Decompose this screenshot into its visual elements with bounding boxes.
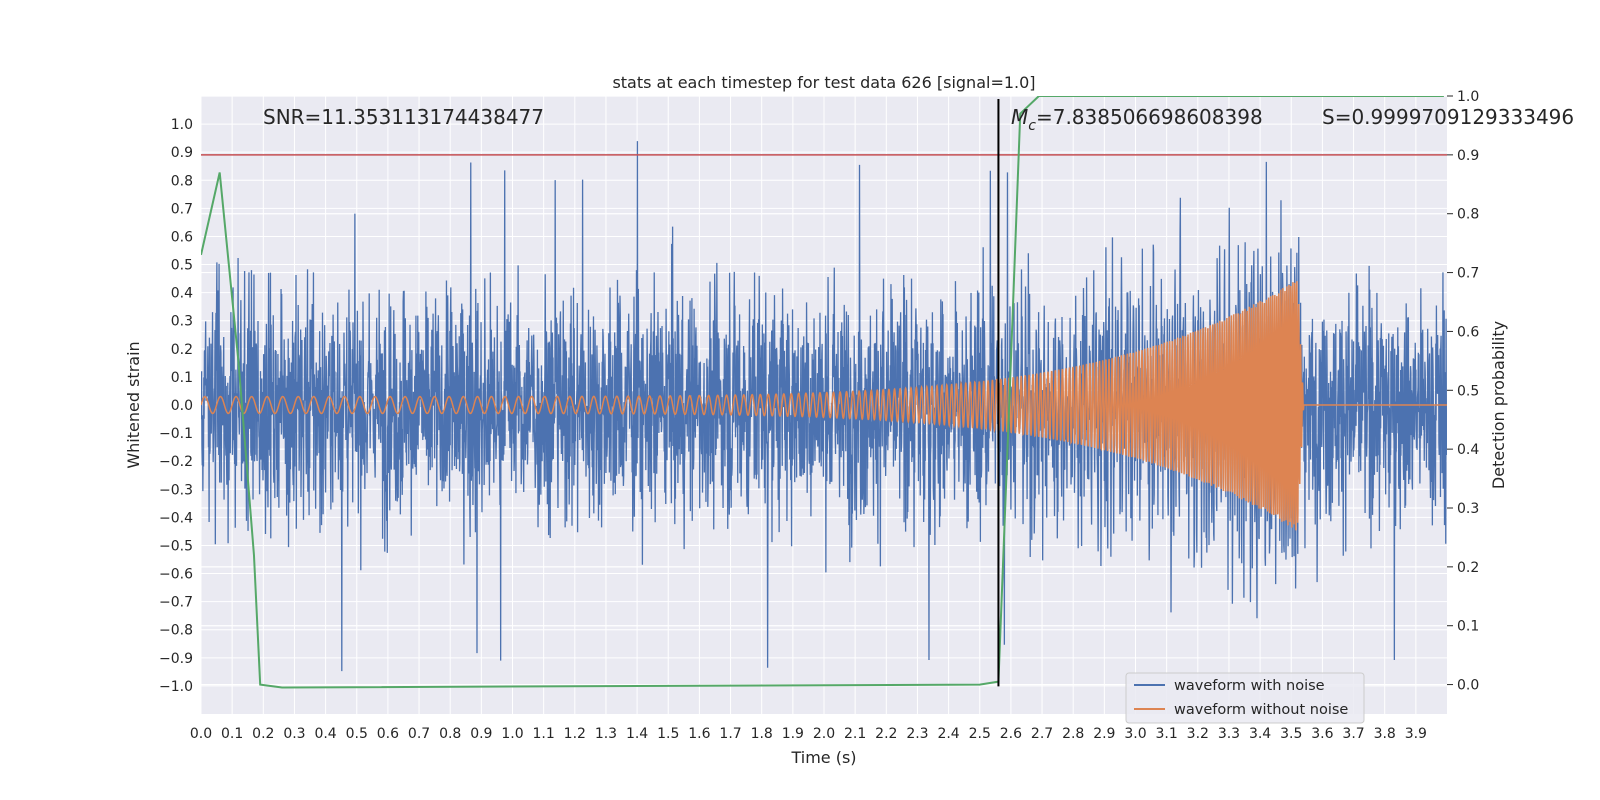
y-tick-label: −0.8 [159, 623, 193, 639]
y2-axis-label: Detection probability [1489, 321, 1508, 489]
x-tick-label: 3.4 [1249, 726, 1271, 742]
y-tick-label: 1.0 [171, 117, 193, 133]
x-tick-label: 0.0 [190, 726, 212, 742]
y-tick-label: 0.1 [171, 370, 193, 386]
y-tick-label: −0.7 [159, 595, 193, 611]
y2-tick-label: 0.8 [1457, 207, 1479, 223]
series-layer [201, 96, 1447, 689]
x-tick-label: 3.8 [1374, 726, 1396, 742]
x-tick-label: 3.5 [1280, 726, 1302, 742]
y-tick-label: 0.5 [171, 258, 193, 274]
x-tick-label: 1.2 [564, 726, 586, 742]
x-tick-label: 0.4 [314, 726, 336, 742]
x-tick-label: 1.7 [719, 726, 741, 742]
y-tick-label: −1.0 [159, 679, 193, 695]
y2-tick-label: 0.4 [1457, 442, 1479, 458]
y-tick-label: 0.3 [171, 314, 193, 330]
y-tick-label: 0.6 [171, 229, 193, 245]
y-tick-label: 0.0 [171, 398, 193, 414]
y-tick-label: 0.4 [171, 286, 193, 302]
chart-title: stats at each timestep for test data 626… [612, 73, 1035, 92]
x-tick-label: 0.2 [252, 726, 274, 742]
x-tick-label: 3.0 [1124, 726, 1146, 742]
x-axis-label: Time (s) [790, 748, 856, 767]
x-tick-label: 3.9 [1405, 726, 1427, 742]
x-tick-label: 2.1 [844, 726, 866, 742]
x-tick-label: 3.3 [1218, 726, 1240, 742]
x-tick-label: 1.8 [751, 726, 773, 742]
x-tick-label: 2.5 [969, 726, 991, 742]
x-tick-label: 0.5 [346, 726, 368, 742]
x-tick-label: 2.4 [937, 726, 959, 742]
x-tick-label: 1.9 [782, 726, 804, 742]
y2-tick-labels: 1.0 0.9 0.8 0.7 0.6 0.5 0.4 0.3 0.2 0.1 0.0 [1447, 89, 1479, 694]
y2-tick-label: 0.9 [1457, 148, 1479, 164]
legend-label-clean: waveform without noise [1174, 702, 1348, 718]
x-tick-label: 1.0 [501, 726, 523, 742]
y2-tick-label: 0.6 [1457, 324, 1479, 340]
y-tick-label: 0.9 [171, 145, 193, 161]
x-tick-label: 0.1 [221, 726, 243, 742]
y2-tick-label: 0.0 [1457, 678, 1479, 694]
y-tick-label: 0.2 [171, 342, 193, 358]
y-tick-label: 0.8 [171, 173, 193, 189]
series-waveform-without-noise [201, 281, 1447, 531]
chirp-mass-annotation: Mc=7.838506698608398 [1011, 105, 1263, 134]
x-tick-label: 2.3 [906, 726, 928, 742]
detection-score-annotation: S=0.9999709129333496 [1322, 105, 1574, 129]
x-tick-label: 3.7 [1342, 726, 1364, 742]
chirp-mass-value: =7.838506698608398 [1036, 105, 1263, 129]
x-tick-label: 3.2 [1187, 726, 1209, 742]
x-tick-labels: 0.0 0.1 0.2 0.3 0.4 0.5 0.6 0.7 0.8 0.9 1.0 1.1 1.2 1… [190, 726, 1427, 742]
x-tick-label: 0.9 [470, 726, 492, 742]
y2-tick-label: 0.2 [1457, 560, 1479, 576]
y-tick-label: −0.4 [159, 510, 193, 526]
y-tick-label: −0.5 [159, 538, 193, 554]
x-tick-label: 1.1 [533, 726, 555, 742]
y2-tick-label: 0.5 [1457, 383, 1479, 399]
y-tick-label: −0.9 [159, 651, 193, 667]
chirp-mass-subscript: c [1028, 118, 1036, 134]
y-tick-label: 0.7 [171, 201, 193, 217]
y2-tick-label: 0.7 [1457, 266, 1479, 282]
series-waveform-with-noise [201, 141, 1447, 672]
y-axis-label: Whitened strain [124, 341, 143, 468]
x-tick-label: 1.3 [595, 726, 617, 742]
snr-annotation: SNR=11.353113174438477 [263, 105, 544, 129]
x-tick-label: 2.6 [1000, 726, 1022, 742]
y-tick-label: −0.6 [159, 567, 193, 583]
chirp-mass-symbol: M [1011, 105, 1028, 129]
x-tick-label: 3.1 [1156, 726, 1178, 742]
x-tick-label: 0.7 [408, 726, 430, 742]
x-tick-label: 1.5 [657, 726, 679, 742]
x-tick-label: 0.6 [377, 726, 399, 742]
y2-tick-label: 1.0 [1457, 89, 1479, 105]
x-tick-label: 1.4 [626, 726, 648, 742]
series-detection-probability [201, 96, 1444, 689]
x-tick-label: 0.3 [283, 726, 305, 742]
x-tick-label: 0.8 [439, 726, 461, 742]
y-tick-label: −0.1 [159, 426, 193, 442]
x-tick-label: 2.2 [875, 726, 897, 742]
y2-tick-label: 0.1 [1457, 619, 1479, 635]
x-tick-label: 2.9 [1093, 726, 1115, 742]
x-tick-label: 1.6 [688, 726, 710, 742]
x-tick-label: 3.6 [1311, 726, 1333, 742]
y-tick-labels: 1.0 0.9 0.8 0.7 0.6 0.5 0.4 0.3 0.2 0.1 0.0 −0.1 −0.… [159, 117, 193, 695]
x-tick-label: 2.8 [1062, 726, 1084, 742]
legend-box [1125, 672, 1365, 724]
x-tick-label: 2.7 [1031, 726, 1053, 742]
legend: waveform with noise waveform without noi… [1125, 672, 1365, 724]
legend-label-noise: waveform with noise [1174, 678, 1325, 694]
y2-tick-label: 0.3 [1457, 501, 1479, 517]
y-tick-label: −0.3 [159, 482, 193, 498]
y-tick-label: −0.2 [159, 454, 193, 470]
x-tick-label: 2.0 [813, 726, 835, 742]
